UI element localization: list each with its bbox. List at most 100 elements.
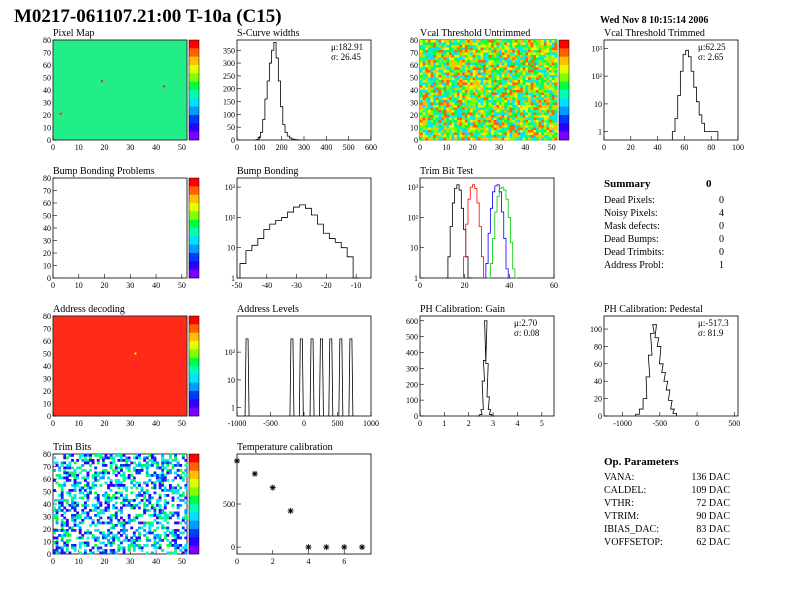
heatmap-cell — [506, 102, 510, 106]
heatmap-cell — [420, 67, 423, 71]
heatmap-cell — [145, 544, 149, 547]
heatmap-cell — [104, 456, 108, 460]
heatmap-cell — [81, 459, 85, 462]
heatmap-cell — [441, 85, 445, 88]
heatmap-cell — [422, 107, 426, 111]
heatmap-cell — [528, 67, 531, 71]
heatmap-cell — [446, 90, 450, 93]
color-scale-step — [189, 349, 199, 358]
heatmap-cell — [514, 87, 518, 91]
heatmap-cell — [491, 42, 495, 46]
heatmap-cell — [509, 82, 513, 86]
heatmap-cell — [438, 125, 442, 128]
heatmap-cell — [485, 107, 489, 111]
heatmap-cell — [470, 95, 473, 98]
heatmap-cell — [535, 87, 539, 91]
heatmap-cell — [435, 105, 439, 108]
heatmap-cell — [163, 519, 167, 522]
summary-row-value: 0 — [719, 234, 724, 245]
heatmap-cell — [530, 122, 534, 126]
heatmap-cell — [535, 137, 539, 141]
y-tick-label: 50 — [43, 350, 51, 359]
heatmap-cell — [464, 55, 468, 58]
heatmap-cell — [475, 65, 479, 68]
heatmap-cell — [53, 514, 56, 517]
heatmap-cell — [420, 135, 423, 138]
heatmap-cell — [493, 40, 497, 43]
heatmap-cell — [541, 45, 545, 48]
heatmap-cell — [525, 90, 529, 93]
heatmap-cell — [422, 110, 426, 113]
heatmap-cell — [420, 122, 423, 126]
x-tick-label: 40 — [505, 281, 513, 290]
stats-label: μ:2.70 — [514, 318, 538, 328]
heatmap-cell — [456, 97, 460, 101]
heatmap-cell — [475, 137, 479, 141]
heatmap-cell — [506, 122, 510, 126]
heatmap-cell — [504, 112, 508, 116]
heatmap-cell — [425, 122, 429, 126]
heatmap-cell — [491, 132, 495, 136]
heatmap-cell — [517, 117, 521, 121]
outlier-pixel — [162, 85, 165, 88]
heatmap-cell — [104, 509, 108, 512]
heatmap-cell — [462, 135, 466, 138]
heatmap-cell — [488, 135, 492, 138]
heatmap-cell — [475, 77, 479, 81]
heatmap-cell — [438, 47, 442, 51]
heatmap-cell — [496, 42, 500, 46]
heatmap-cell — [425, 62, 429, 66]
heatmap-cell — [546, 65, 550, 68]
heatmap-cell — [525, 120, 529, 123]
heatmap-cell — [112, 506, 116, 510]
heatmap-cell — [430, 62, 434, 66]
heatmap-cell — [161, 489, 165, 492]
chart-title: Temperature calibration — [237, 442, 333, 453]
heatmap-cell — [55, 539, 59, 542]
heatmap-cell — [472, 55, 476, 58]
heatmap-cell — [504, 110, 508, 113]
heatmap-cell — [166, 501, 170, 505]
heatmap-cell — [491, 137, 495, 141]
heatmap-cell — [140, 514, 144, 517]
heatmap-cell — [427, 100, 431, 103]
heatmap-cell — [491, 122, 495, 126]
scatter-point — [234, 457, 240, 464]
heatmap-cell — [533, 72, 537, 76]
heatmap-cell — [462, 130, 466, 133]
heatmap-cell — [459, 40, 463, 43]
heatmap-cell — [83, 551, 87, 555]
heatmap-cell — [541, 77, 545, 81]
heatmap-cell — [441, 80, 445, 83]
heatmap-cell — [525, 127, 529, 131]
heatmap-cell — [55, 514, 59, 517]
heatmap-cell — [148, 529, 152, 532]
heatmap-cell — [438, 132, 442, 136]
heatmap-cell — [462, 55, 466, 58]
heatmap-cell — [533, 70, 537, 73]
heatmap-cell — [441, 65, 445, 68]
heatmap-cell — [496, 92, 500, 96]
heatmap-cell — [120, 546, 123, 550]
heatmap-cell — [422, 102, 426, 106]
heatmap-cell — [549, 110, 553, 113]
heatmap-cell — [501, 137, 505, 141]
color-scale-step — [559, 48, 569, 57]
heatmap-cell — [530, 57, 534, 61]
heatmap-cell — [89, 454, 92, 457]
heatmap-cell — [427, 75, 431, 78]
heatmap-cell — [530, 90, 534, 93]
heatmap-cell — [451, 87, 455, 91]
heatmap-cell — [462, 67, 466, 71]
heatmap-cell — [501, 55, 505, 58]
heatmap-cell — [462, 75, 466, 78]
heatmap-cell — [153, 519, 157, 522]
heatmap-cell — [91, 476, 95, 480]
heatmap-cell — [496, 50, 500, 53]
heatmap-cell — [464, 62, 468, 66]
heatmap-cell — [533, 120, 537, 123]
heatmap-cell — [55, 516, 59, 520]
heatmap-cell — [422, 57, 426, 61]
heatmap-cell — [94, 504, 98, 507]
